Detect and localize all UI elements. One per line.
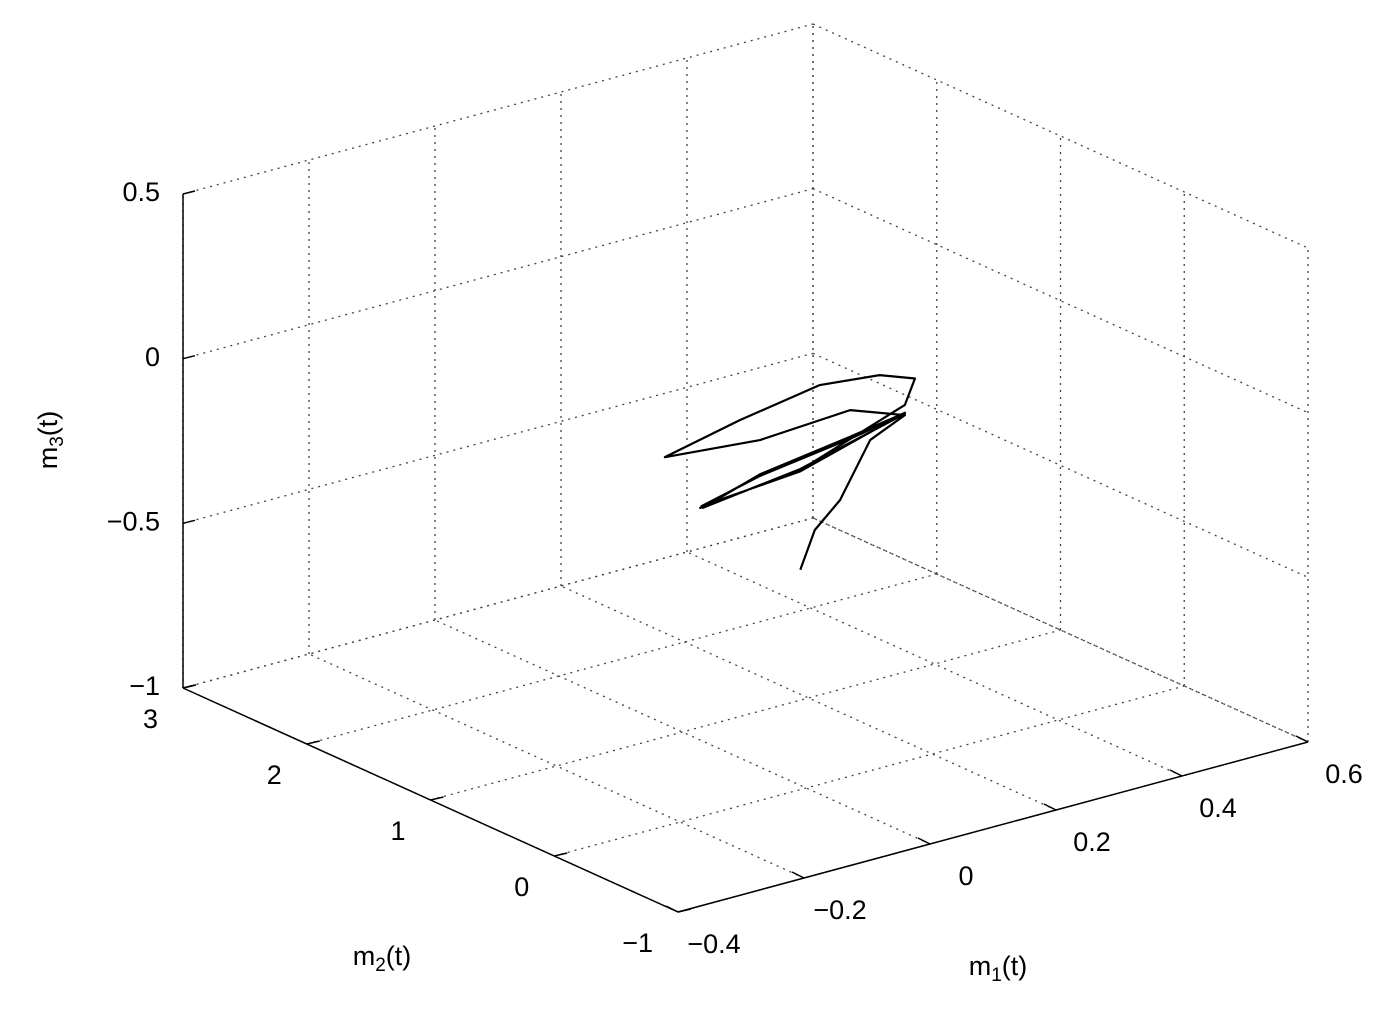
x-label-base: m — [969, 951, 992, 981]
y-tick-label: −1 — [622, 928, 653, 958]
x-tick-label: −0.4 — [687, 929, 740, 959]
x-label-tail: (t) — [1002, 951, 1027, 981]
tick-mark — [917, 837, 931, 845]
grid-line — [686, 551, 1183, 777]
x-tick-label: 0.4 — [1199, 793, 1237, 823]
x-axis — [677, 741, 1309, 913]
y-tick-label: 1 — [390, 816, 405, 846]
grid-line — [560, 585, 1057, 811]
x-axis-label: m1(t) — [969, 951, 1028, 986]
grid-line — [308, 653, 805, 879]
x-tick-label: 0.2 — [1073, 827, 1111, 857]
y-tick-label: 2 — [267, 760, 282, 790]
y-label-tail: (t) — [386, 941, 411, 971]
y-axis-label: m2(t) — [353, 941, 412, 976]
z-label-sub: 3 — [47, 436, 68, 447]
grid-line — [306, 573, 937, 745]
tick-mark — [1295, 735, 1309, 743]
tick-mark — [791, 871, 805, 879]
z-label-base: m — [33, 447, 63, 470]
z-axis-label: m3(t) — [33, 411, 68, 470]
trajectory — [663, 374, 917, 571]
tick-mark — [182, 684, 196, 689]
grid-line — [430, 629, 1061, 801]
z-tick-label: −1 — [129, 671, 160, 701]
tick-mark — [1043, 803, 1057, 811]
tick-mark — [182, 190, 196, 195]
y-label-sub: 2 — [375, 955, 386, 976]
tick-mark — [306, 740, 320, 745]
x-tick-label: 0 — [958, 861, 973, 891]
tick-mark — [554, 852, 568, 857]
tick-mark — [182, 354, 196, 360]
z-tick-label: 0 — [145, 342, 160, 372]
grid-line — [812, 352, 1309, 578]
tick-mark — [677, 908, 692, 913]
tick-mark — [430, 796, 444, 801]
grid-line — [182, 517, 814, 689]
y-label-base: m — [353, 941, 376, 971]
grid-line — [182, 188, 814, 360]
x-tick-label: −0.2 — [813, 895, 866, 925]
z-label-tail: (t) — [33, 411, 63, 436]
x-label-sub: 1 — [991, 965, 1002, 986]
y-tick-label: 0 — [514, 872, 529, 902]
grid-line — [434, 619, 931, 845]
tick-mark — [665, 905, 679, 913]
x-tick-label: 0.6 — [1325, 759, 1363, 789]
z-tick-label: 0.5 — [122, 177, 160, 207]
z-tick-label: −0.5 — [107, 506, 160, 536]
grid-line — [182, 23, 814, 195]
tick-mark — [1169, 769, 1183, 777]
y-tick-label: 3 — [143, 704, 158, 734]
tick-mark — [182, 519, 196, 525]
